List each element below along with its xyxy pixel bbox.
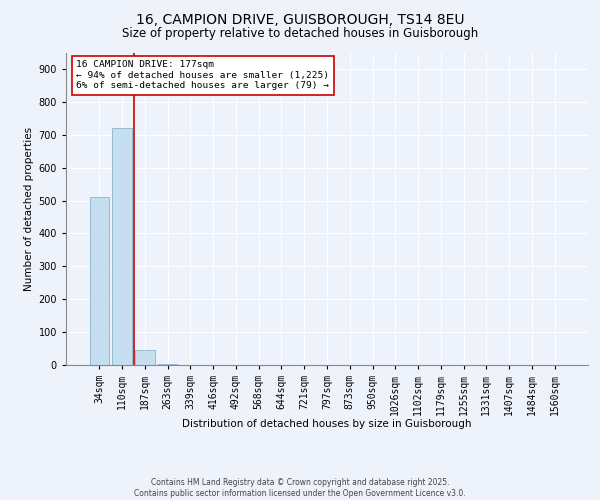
X-axis label: Distribution of detached houses by size in Guisborough: Distribution of detached houses by size …: [182, 420, 472, 430]
Text: 16 CAMPION DRIVE: 177sqm
← 94% of detached houses are smaller (1,225)
6% of semi: 16 CAMPION DRIVE: 177sqm ← 94% of detach…: [76, 60, 329, 90]
Bar: [90, 197, 109, 365]
Text: Contains HM Land Registry data © Crown copyright and database right 2025.
Contai: Contains HM Land Registry data © Crown c…: [134, 478, 466, 498]
Bar: [112, 128, 132, 365]
Text: 16, CAMPION DRIVE, GUISBOROUGH, TS14 8EU: 16, CAMPION DRIVE, GUISBOROUGH, TS14 8EU: [136, 12, 464, 26]
Y-axis label: Number of detached properties: Number of detached properties: [25, 126, 34, 291]
Bar: [158, 364, 178, 365]
Bar: [135, 350, 155, 365]
Text: Size of property relative to detached houses in Guisborough: Size of property relative to detached ho…: [122, 28, 478, 40]
